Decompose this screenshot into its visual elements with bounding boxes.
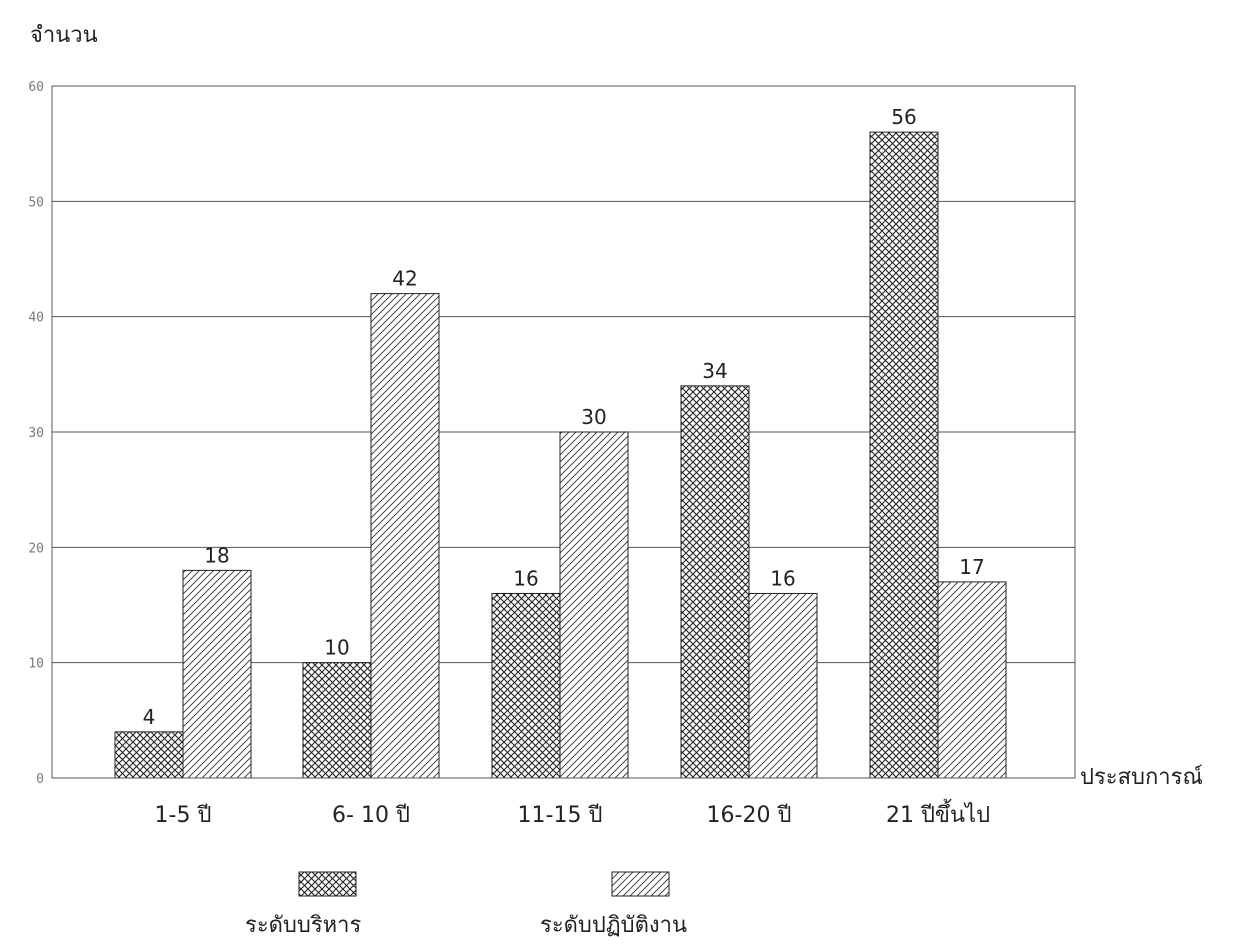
- bar-value-label: 16: [770, 566, 795, 590]
- x-category-label: 16-20 ปี: [707, 803, 792, 828]
- bar-executive: [869, 131, 939, 779]
- y-tick-label: 30: [28, 426, 44, 441]
- bar-value-label: 42: [392, 267, 417, 291]
- y-axis-title: จำนวน: [30, 23, 98, 48]
- bar-executive: [302, 662, 372, 779]
- bar-executive: [114, 731, 184, 779]
- bar-value-label: 4: [143, 705, 156, 729]
- bar-operational: [937, 581, 1007, 779]
- bar-executive: [680, 385, 750, 779]
- bar-value-label: 10: [324, 636, 349, 660]
- bar-executive: [491, 592, 561, 779]
- bars: [114, 131, 1007, 779]
- data-labels: 4 18 10 42 16 30 34 16 56 17: [143, 105, 985, 729]
- y-tick-label: 40: [28, 311, 44, 326]
- bar-value-label: 56: [891, 105, 916, 129]
- bar-value-label: 18: [204, 543, 229, 567]
- bar-operational: [748, 592, 818, 779]
- bar-value-label: 34: [702, 359, 727, 383]
- legend: ระดับบริหาร ระดับปฏิบัติงาน: [245, 871, 687, 938]
- x-category-label: 11-15 ปี: [518, 803, 603, 828]
- x-category-label: 1-5 ปี: [155, 803, 212, 828]
- x-category-label: 21 ปีขึ้นไป: [886, 799, 990, 828]
- legend-swatch: [298, 871, 357, 897]
- legend-swatch: [611, 871, 670, 897]
- bar-operational: [182, 569, 252, 779]
- y-tick-label: 50: [28, 195, 44, 210]
- legend-label: ระดับปฏิบัติงาน: [540, 913, 687, 938]
- bar-value-label: 16: [513, 566, 538, 590]
- legend-label: ระดับบริหาร: [245, 913, 362, 938]
- x-axis-title: ประสบการณ์: [1080, 765, 1203, 790]
- y-tick-label: 60: [28, 80, 44, 95]
- x-axis-categories: 1-5 ปี 6- 10 ปี 11-15 ปี 16-20 ปี 21 ปีขึ้นไ…: [155, 799, 990, 828]
- bar-operational: [559, 431, 629, 779]
- bar-value-label: 30: [581, 405, 606, 429]
- bar-value-label: 17: [959, 555, 984, 579]
- y-axis-ticks: 0 10 20 30 40 50 60: [28, 80, 44, 787]
- plot-frame: [51, 85, 1076, 779]
- y-tick-label: 0: [36, 772, 44, 787]
- bar-operational: [370, 293, 440, 779]
- x-category-label: 6- 10 ปี: [332, 803, 410, 828]
- y-tick-label: 10: [28, 657, 44, 672]
- y-tick-label: 20: [28, 541, 44, 556]
